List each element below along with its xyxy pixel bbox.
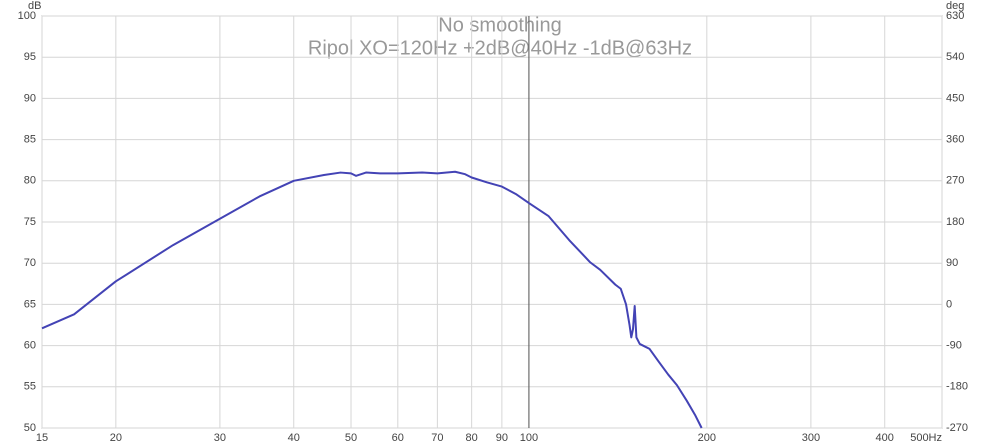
x-tick-label: 15: [36, 432, 48, 444]
x-tick-label: 30: [214, 432, 226, 444]
y2-tick-label: 180: [946, 216, 964, 228]
chart-subtitle: Ripol XO=120Hz +2dB@40Hz -1dB@63Hz: [308, 37, 692, 59]
y-tick-label: 95: [24, 51, 36, 63]
y2-tick-label: 630: [946, 10, 964, 22]
y-axis-label: dB: [28, 0, 41, 12]
y2-tick-label: 540: [946, 51, 964, 63]
y-tick-label: 100: [18, 10, 36, 22]
y-tick-label: 50: [24, 422, 36, 434]
y-tick-label: 55: [24, 381, 36, 393]
y2-tick-label: -270: [946, 422, 968, 434]
x-tick-label: 200: [698, 432, 716, 444]
x-tick-label: 80: [466, 432, 478, 444]
x-tick-label: 50: [345, 432, 357, 444]
x-tick-label: 100: [520, 432, 538, 444]
y2-tick-label: 270: [946, 175, 964, 187]
chart-title: No smoothing: [438, 14, 561, 36]
x-tick-label: 40: [288, 432, 300, 444]
x-tick-label: 300: [802, 432, 820, 444]
y2-tick-label: 90: [946, 257, 958, 269]
y-tick-label: 60: [24, 340, 36, 352]
x-tick-label: 70: [431, 432, 443, 444]
x-tick-label: 400: [876, 432, 894, 444]
y2-tick-label: 360: [946, 134, 964, 146]
y-tick-label: 65: [24, 298, 36, 310]
x-tick-label: 500Hz: [910, 432, 942, 444]
y2-tick-label: 450: [946, 92, 964, 104]
y2-tick-label: -180: [946, 381, 968, 393]
x-tick-label: 90: [496, 432, 508, 444]
y-tick-label: 90: [24, 92, 36, 104]
y2-tick-label: -90: [946, 340, 962, 352]
y2-tick-label: 0: [946, 298, 952, 310]
y-tick-label: 75: [24, 216, 36, 228]
y-tick-label: 80: [24, 175, 36, 187]
y-tick-label: 85: [24, 134, 36, 146]
y-tick-label: 70: [24, 257, 36, 269]
x-tick-label: 20: [110, 432, 122, 444]
x-tick-label: 60: [392, 432, 404, 444]
response-line: [41, 170, 703, 429]
y2-axis-label: deg: [946, 0, 964, 12]
